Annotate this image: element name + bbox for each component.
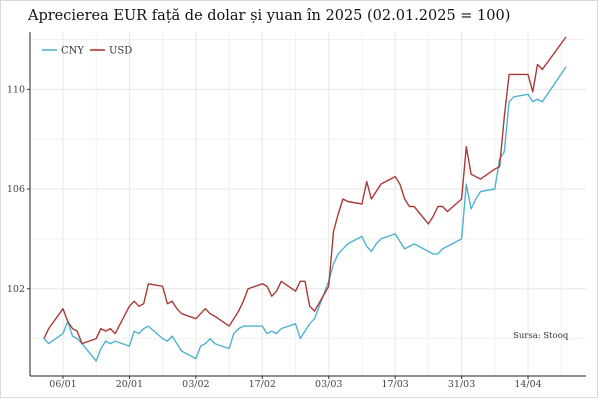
legend: CNY USD [42, 46, 132, 57]
y-tick-label: 102 [7, 284, 25, 295]
legend-label-cny: CNY [61, 46, 84, 57]
x-tick-label: 31/03 [448, 379, 475, 390]
x-tick-label: 20/01 [116, 379, 143, 390]
grid [30, 32, 586, 376]
x-tick-label: 03/02 [182, 379, 209, 390]
series-line-cny [43, 66, 567, 362]
x-tick-label: 14/04 [514, 379, 541, 390]
x-tick-label: 17/03 [381, 379, 408, 390]
axes: 102 106 110 06/01 20/01 03/02 17/02 03/03 17/03 3… [7, 32, 586, 390]
x-tick-label: 03/03 [315, 379, 342, 390]
y-tick-label: 110 [7, 84, 25, 95]
x-tick-label: 17/02 [249, 379, 276, 390]
x-tick-label: 06/01 [49, 379, 76, 390]
series-line-usd [43, 36, 567, 345]
legend-label-usd: USD [109, 46, 132, 57]
series-lines [43, 36, 567, 362]
chart-title: Aprecierea EUR față de dolar și yuan în … [28, 8, 511, 24]
source-note: Sursa: Stooq [513, 331, 569, 341]
y-tick-label: 106 [7, 184, 25, 195]
